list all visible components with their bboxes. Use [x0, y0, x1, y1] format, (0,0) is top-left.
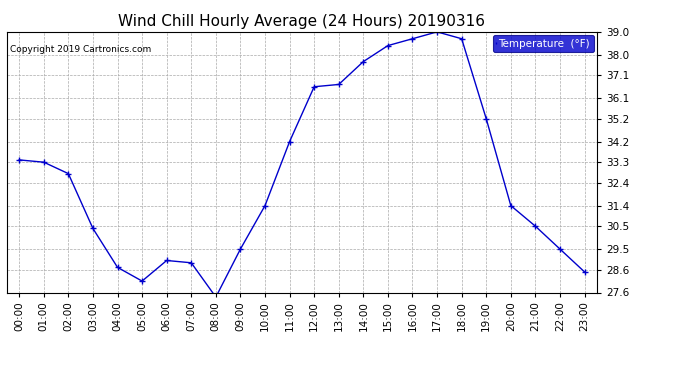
Title: Wind Chill Hourly Average (24 Hours) 20190316: Wind Chill Hourly Average (24 Hours) 201… — [119, 14, 485, 29]
Legend: Temperature  (°F): Temperature (°F) — [493, 35, 593, 52]
Text: Copyright 2019 Cartronics.com: Copyright 2019 Cartronics.com — [10, 45, 152, 54]
